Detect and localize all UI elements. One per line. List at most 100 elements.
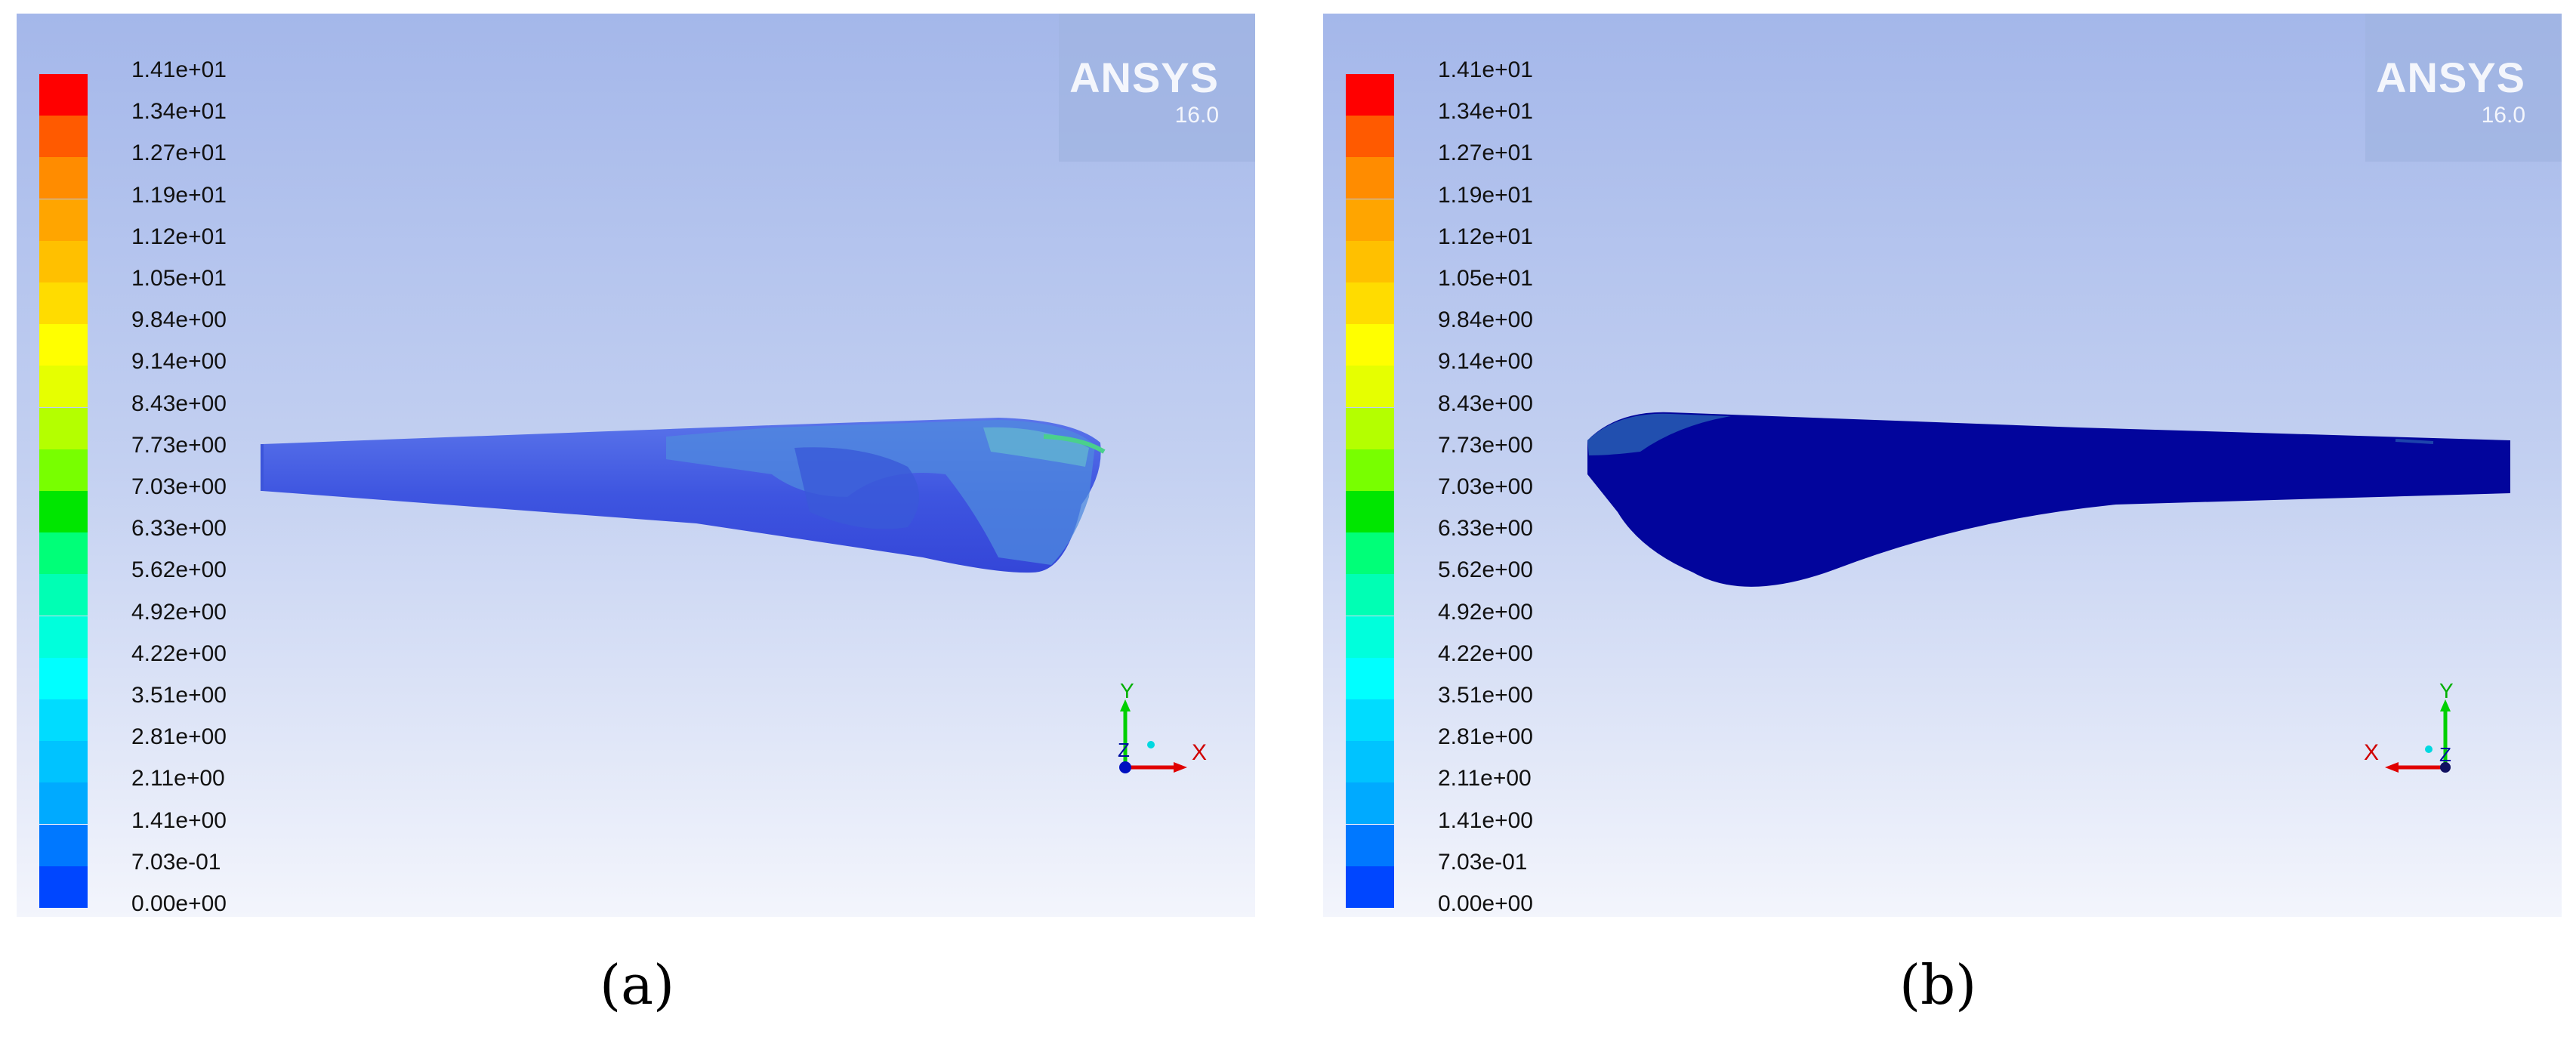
legend-swatch [39,616,88,658]
legend-swatch [39,407,88,449]
legend-swatch [39,824,88,866]
legend-swatch [1346,407,1394,449]
ansys-logo: ANSYS 16.0 [1059,14,1255,162]
legend-swatch [1346,240,1394,282]
legend-tick-label: 1.41e+00 [131,807,227,833]
legend-tick-label: 6.33e+00 [1438,516,1533,542]
legend-tick-label: 4.22e+00 [1438,640,1533,666]
legend-swatch [39,199,88,241]
axis-triad: Y X Z [2364,679,2454,773]
legend-swatch [1346,491,1394,532]
logo-name: ANSYS [2376,54,2525,101]
legend-tick-label: 9.84e+00 [1438,307,1533,333]
legend-swatch [1346,449,1394,491]
ansys-logo: ANSYS 16.0 [2365,14,2562,162]
legend-swatch [1346,866,1394,908]
legend-tick-label: 8.43e+00 [1438,390,1533,416]
legend-tick-label: 0.00e+00 [131,891,227,916]
legend-tick-label: 1.41e+00 [1438,807,1533,833]
legend-swatch [1346,199,1394,241]
logo-name: ANSYS [1069,54,1219,101]
legend-swatch [39,449,88,491]
legend-swatch [1346,282,1394,324]
z-axis-label: Z [2439,743,2451,766]
legend-tick-label: 1.05e+01 [1438,266,1533,291]
contour-panel-a: 1.41e+01 1.34e+01 1.27e+01 1.19e+01 1.12e+01… [17,14,1255,917]
legend-tick-label: 3.51e+00 [1438,683,1533,708]
legend-tick-label: 2.81e+00 [131,724,227,750]
blade-contour-b [1587,412,2510,587]
legend-tick-label: 4.92e+00 [131,599,227,625]
legend-swatch [1346,574,1394,616]
legend-swatch [39,699,88,741]
z-axis-label: Z [1118,739,1130,761]
caption-b: (b) [1899,953,1977,1017]
legend-swatch [1346,74,1394,116]
legend-tick-label: 1.27e+01 [1438,140,1533,166]
legend-tick-label: 7.03e+00 [1438,474,1533,499]
legend-tick-label: 7.73e+00 [1438,432,1533,458]
legend-swatch [39,574,88,616]
legend-swatch [39,741,88,783]
legend-swatch [39,282,88,324]
legend-tick-label: 5.62e+00 [131,557,227,583]
legend-tick-label: 1.34e+01 [131,99,227,125]
legend-tick-label: 1.19e+01 [1438,182,1533,208]
legend-swatch [39,491,88,532]
legend-tick-label: 3.51e+00 [131,683,227,708]
legend-tick-label: 4.92e+00 [1438,599,1533,625]
legend-tick-label: 1.34e+01 [1438,99,1533,125]
legend-tick-label: 4.22e+00 [131,640,227,666]
axis-triad: Y X Z [1118,679,1207,773]
legend-swatch [1346,782,1394,825]
legend-swatch [1346,824,1394,866]
legend-tick-label: 2.11e+00 [1438,766,1532,792]
legend-tick-label: 2.81e+00 [1438,724,1533,750]
legend-tick-label: 2.11e+00 [131,766,225,792]
legend-tick-label: 1.41e+01 [131,57,227,82]
legend-swatch [1346,116,1394,158]
y-axis-label: Y [1120,679,1134,702]
legend-tick-label: 1.27e+01 [131,140,227,166]
contour-panel-b: 1.41e+01 1.34e+01 1.27e+01 1.19e+01 1.12e+01… [1323,14,2562,917]
caption-a: (a) [600,953,675,1017]
legend-swatch [39,657,88,699]
logo-version: 16.0 [2481,103,2525,128]
legend-tick-label: 7.73e+00 [131,432,227,458]
legend-tick-label: 1.19e+01 [131,182,227,208]
legend-swatch [39,74,88,116]
legend-swatch [1346,157,1394,199]
legend-swatch [39,866,88,908]
legend-swatch [1346,741,1394,783]
legend-tick-label: 1.05e+01 [131,266,227,291]
x-axis-label: X [1192,740,1207,765]
legend-tick-label: 0.00e+00 [1438,891,1533,916]
legend-swatch [39,366,88,408]
logo-version: 16.0 [1174,103,1219,128]
legend-swatch [39,782,88,825]
legend-swatch [1346,616,1394,658]
legend-tick-label: 1.41e+01 [1438,57,1533,82]
legend-tick-label: 8.43e+00 [131,390,227,416]
legend-tick-label: 7.03e-01 [1438,849,1528,875]
legend-swatch [39,532,88,575]
legend-swatch [39,116,88,158]
blade-contour-a [261,418,1106,573]
legend-swatch [39,324,88,366]
legend-swatch [39,157,88,199]
legend-tick-label: 9.84e+00 [131,307,227,333]
legend-tick-label: 7.03e-01 [131,849,221,875]
y-axis-label: Y [2439,679,2454,702]
legend-swatch [39,240,88,282]
legend-tick-label: 1.12e+01 [131,224,227,249]
legend-tick-label: 1.12e+01 [1438,224,1533,249]
legend-tick-label: 5.62e+00 [1438,557,1533,583]
legend-swatch [1346,532,1394,575]
legend-swatch [1346,699,1394,741]
legend-swatch [1346,657,1394,699]
legend-tick-label: 9.14e+00 [131,349,227,375]
legend-tick-label: 6.33e+00 [131,516,227,542]
legend-swatch [1346,366,1394,408]
x-axis-label: X [2364,740,2379,765]
legend-tick-label: 7.03e+00 [131,474,227,499]
